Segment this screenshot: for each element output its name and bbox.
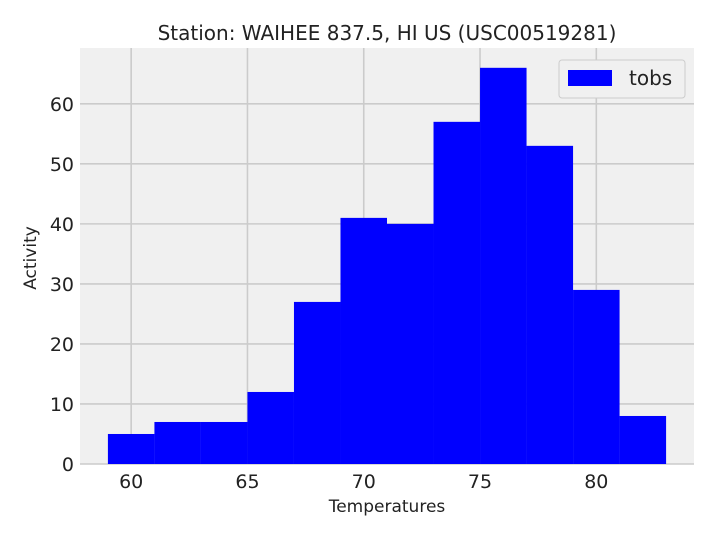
histogram-bar xyxy=(387,223,434,464)
y-tick-label: 40 xyxy=(50,214,74,236)
y-tick-label: 30 xyxy=(50,274,74,296)
histogram-bar xyxy=(107,433,155,464)
chart-title: Station: WAIHEE 837.5, HI US (USC0051928… xyxy=(158,21,617,45)
histogram-bar xyxy=(619,415,667,464)
y-axis-title: Activity xyxy=(21,226,41,290)
y-tick-label: 60 xyxy=(50,94,74,116)
histogram-bar xyxy=(200,421,248,464)
histogram-bars xyxy=(107,67,667,465)
y-tick-label: 10 xyxy=(50,394,74,416)
legend-frame xyxy=(558,59,686,99)
histogram-bar xyxy=(293,301,341,464)
histogram-bar xyxy=(526,145,574,464)
histogram-bar xyxy=(247,391,294,464)
legend-label: tobs xyxy=(629,66,672,90)
y-tick-label: 0 xyxy=(62,454,74,476)
histogram-bar xyxy=(480,67,527,465)
y-tick-label: 20 xyxy=(50,334,74,356)
legend: tobs xyxy=(558,59,686,99)
x-tick-label: 65 xyxy=(235,471,259,493)
histogram-bar xyxy=(433,121,481,464)
histogram-bar xyxy=(154,421,201,464)
legend-swatch xyxy=(568,70,612,86)
x-axis-title: Temperatures xyxy=(328,497,446,517)
x-tick-label: 60 xyxy=(119,471,143,493)
x-tick-label: 80 xyxy=(584,471,608,493)
y-tick-label: 50 xyxy=(50,154,74,176)
histogram-bar xyxy=(340,217,387,464)
tick-labels: 60 65 70 75 80 0 10 20 30 40 50 60 xyxy=(50,94,609,493)
x-tick-label: 75 xyxy=(468,471,492,493)
histogram-bar xyxy=(573,289,620,464)
x-tick-label: 70 xyxy=(352,471,376,493)
